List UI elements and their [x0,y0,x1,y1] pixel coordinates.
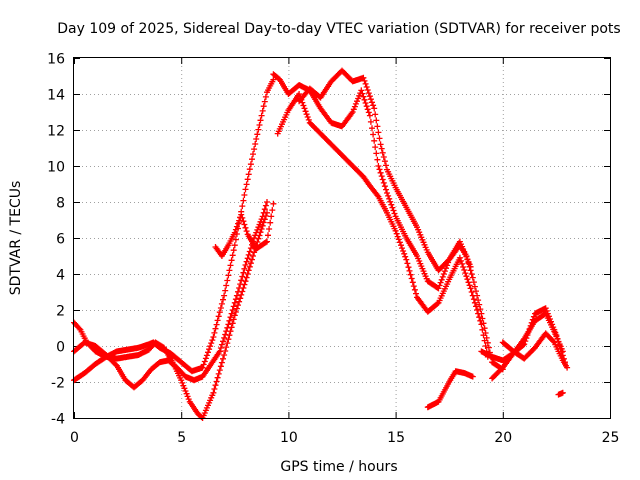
data-points [71,67,571,421]
y-tick-label: 0 [56,340,65,356]
data-marker-path [212,200,277,259]
y-tick-label: 6 [56,232,65,248]
data-marker-path [71,209,270,421]
series-track-10 [489,305,568,382]
y-tick-label: 12 [47,124,65,140]
data-marker-path [274,91,491,360]
y-tick-label: 8 [56,196,65,212]
y-tick-label: 4 [56,268,65,284]
y-tick-label: 2 [56,304,65,320]
series-track-6 [274,91,491,360]
series-track-8 [424,368,476,411]
y-tick-label: -4 [51,412,65,428]
data-marker-path [296,67,474,274]
data-marker-path [489,305,568,382]
y-axis-label: SDTVAR / TECUs [8,181,24,296]
data-marker-path [499,330,571,371]
x-tick-label: 15 [387,430,405,446]
x-tick-label: 0 [70,430,79,446]
data-marker-path [424,368,476,411]
y-tick-label: 16 [47,52,65,68]
data-marker-path [555,389,566,398]
series-track-2 [71,209,270,421]
y-tick-label: 10 [47,160,65,176]
x-tick-label: 5 [177,430,186,446]
series-track-11 [499,330,571,371]
y-tick-label: -2 [51,376,65,392]
plot-frame [73,57,611,419]
x-tick-label: 20 [494,430,512,446]
series-track-12 [555,389,566,398]
x-axis-label: GPS time / hours [280,459,397,475]
y-tick-label: 14 [47,88,65,104]
x-tick-label: 10 [280,430,298,446]
series-track-7 [296,67,474,274]
chart-title: Day 109 of 2025, Sidereal Day-to-day VTE… [57,21,620,37]
x-tick-label: 25 [602,430,620,446]
series-track-4 [212,200,277,259]
grid [74,58,610,418]
